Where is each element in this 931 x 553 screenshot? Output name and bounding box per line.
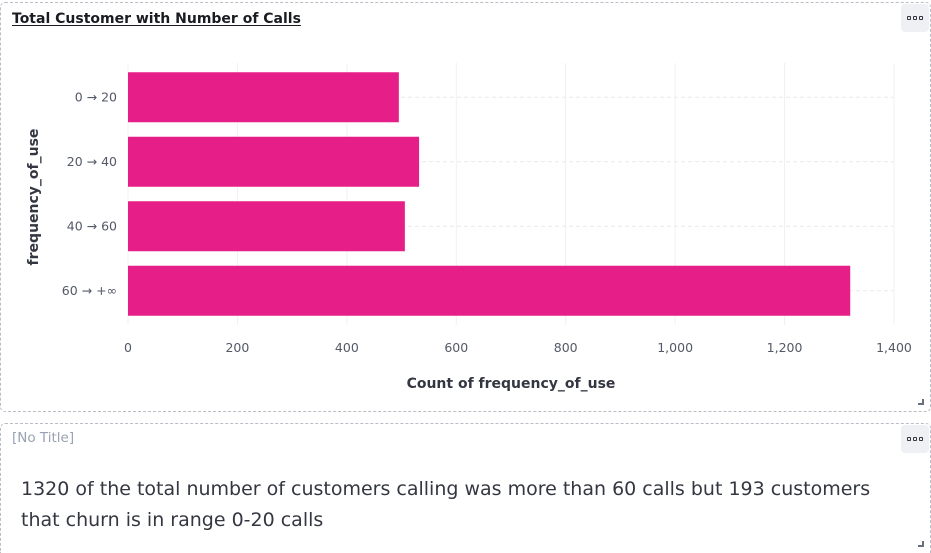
markdown-panel: [No Title] 1320 of the total number of c… (0, 423, 931, 553)
resize-corner-icon[interactable] (918, 399, 924, 405)
panel-options-button[interactable] (901, 425, 929, 453)
bar (128, 201, 405, 252)
x-tick-label: 1,000 (657, 340, 693, 355)
bar (128, 72, 399, 123)
markdown-panel-title: [No Title] (12, 430, 75, 446)
y-tick-label: 40 → 60 (67, 218, 117, 233)
panel-options-button[interactable] (901, 4, 929, 32)
resize-corner-icon[interactable] (918, 541, 924, 547)
y-axis-title: frequency_of_use (26, 129, 42, 266)
y-tick-label: 20 → 40 (67, 154, 117, 169)
bar (128, 136, 420, 187)
x-tick-label: 400 (335, 340, 359, 355)
options-dots-icon (907, 16, 923, 20)
chart-panel: Total Customer with Number of Calls 0 → … (0, 2, 931, 412)
x-tick-label: 1,400 (876, 340, 912, 355)
x-tick-label: 200 (225, 340, 249, 355)
bar-chart: 0 → 20 20 → 40 40 → 60 60 → +∞ 0 200 400 600 800… (26, 63, 912, 392)
x-tick-label: 600 (444, 340, 468, 355)
x-axis-title: Count of frequency_of_use (407, 376, 616, 392)
x-tick-label: 800 (554, 340, 578, 355)
y-tick-label: 60 → +∞ (62, 283, 117, 298)
x-tick-label: 1,200 (767, 340, 803, 355)
bar (128, 265, 851, 316)
y-tick-label: 0 → 20 (75, 89, 117, 104)
chart-panel-title: Total Customer with Number of Calls (12, 11, 301, 27)
options-dots-icon (907, 437, 923, 441)
x-tick-label: 0 (124, 340, 132, 355)
markdown-text: 1320 of the total number of customers ca… (21, 478, 871, 531)
